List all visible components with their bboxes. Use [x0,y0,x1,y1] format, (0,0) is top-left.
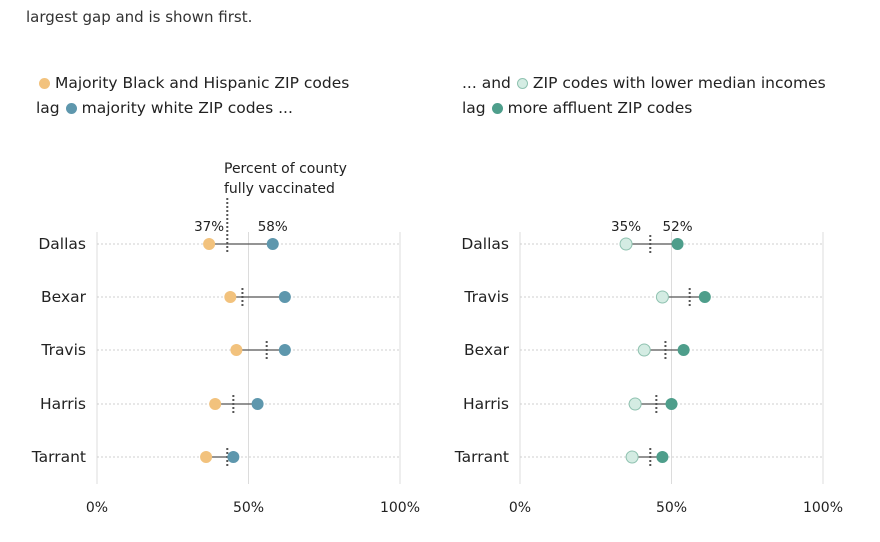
chart2-series2-dot [677,344,690,356]
legend-left-label1: Majority Black and Hispanic ZIP codes [55,74,350,92]
chart1-category-label: Tarrant [31,448,86,466]
chart2-series1-dot [637,343,651,357]
chart1-value-label: 37% [194,219,224,235]
legend-right-prefix1: ... and [462,74,511,92]
intro-text: largest gap and is shown first. [26,8,253,26]
legend-right-prefix2: lag [462,99,486,117]
chart2-category-label: Travis [463,288,509,306]
legend-right-line1: ... and ZIP codes with lower median incom… [462,71,826,96]
chart2-category-label: Dallas [461,235,509,253]
chart2-category-label: Harris [463,395,509,413]
chart1-series1-dot [209,398,222,410]
legend-right-line2: lag more affluent ZIP codes [462,96,826,121]
chart1-series2-dot [278,344,291,356]
chart2-series2-dot [656,451,669,463]
chart2-series2-dot [671,238,684,250]
legend-left-line2: lag majority white ZIP codes ... [36,96,349,121]
chart1-series1-dot [200,451,213,463]
legend-right-label2: more affluent ZIP codes [507,99,693,117]
chart1-annotation-line2: fully vaccinated [224,181,335,197]
chart1-annotation-line1: Percent of county [224,161,347,177]
chart1-x-tick-label: 100% [380,500,420,516]
chart1-series1-dot [224,291,237,303]
chart2-value-label: 52% [663,219,693,235]
chart1-category-label: Bexar [41,288,87,306]
chart2-value-label: 35% [611,219,641,235]
chart2-series1-dot [625,450,639,464]
chart1-series1-dot [203,238,216,250]
legend-left-prefix2: lag [36,99,60,117]
chart2-x-tick-label: 100% [803,500,843,516]
legend-left-label2: majority white ZIP codes ... [81,99,293,117]
lower-income-dot-icon [516,78,528,89]
legend-left: Majority Black and Hispanic ZIP codes la… [36,71,349,121]
chart2-category-label: Bexar [464,341,510,359]
chart1-series1-dot [230,344,243,356]
chart2-x-tick-label: 50% [656,500,687,516]
chart2-series1-dot [628,397,642,411]
chart2-x-tick-label: 0% [509,500,531,516]
legend-left-line1: Majority Black and Hispanic ZIP codes [36,71,349,96]
majority-white-dot-icon [65,103,77,114]
chart1-series2-dot [266,238,279,250]
chart2-series1-dot [655,290,669,304]
chart1-category-label: Travis [40,341,86,359]
chart1-series2-dot [227,451,240,463]
chart2-series1-dot [619,237,633,251]
chart1-category-label: Harris [40,395,86,413]
chart1-value-label: 58% [258,219,288,235]
chart2-series2-dot [698,291,711,303]
more-affluent-dot-icon [491,103,503,114]
legend-right: ... and ZIP codes with lower median incom… [462,71,826,121]
chart2-series2-dot [665,398,678,410]
chart1-series2-dot [251,398,264,410]
chart1-x-tick-label: 50% [233,500,264,516]
chart1-series2-dot [278,291,291,303]
chart1-x-tick-label: 0% [86,500,108,516]
chart2-category-label: Tarrant [454,448,509,466]
legend-right-label1: ZIP codes with lower median incomes [532,74,826,92]
chart1-category-label: Dallas [38,235,86,253]
majority-minority-dot-icon [39,78,50,89]
